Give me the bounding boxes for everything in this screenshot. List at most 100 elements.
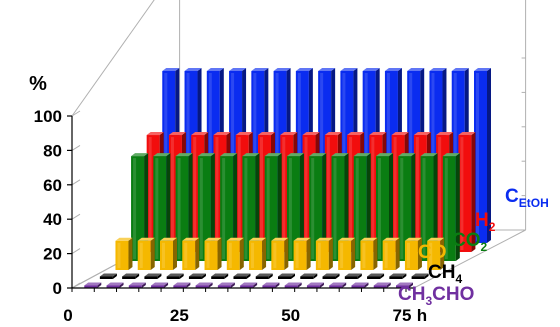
bar-top xyxy=(436,132,454,136)
bar-top xyxy=(233,273,251,277)
bar-side xyxy=(277,153,282,261)
series-2 xyxy=(131,153,460,261)
bar xyxy=(204,237,222,270)
bar xyxy=(84,282,102,288)
bar xyxy=(226,237,244,270)
bar-top xyxy=(160,237,177,241)
bar xyxy=(195,282,213,288)
bar-side xyxy=(364,282,369,288)
bar xyxy=(131,153,149,261)
bar-highlight xyxy=(139,242,143,268)
bar-top xyxy=(235,132,253,136)
bar-front xyxy=(396,285,409,288)
bar xyxy=(293,237,311,270)
bar-side xyxy=(366,153,371,261)
bar xyxy=(396,282,413,288)
x-axis-title: h xyxy=(417,306,427,325)
bar-highlight xyxy=(304,137,308,250)
bar-top xyxy=(340,68,358,71)
bar-top xyxy=(398,153,416,157)
bar-front xyxy=(188,276,202,279)
y-tick-label: 60 xyxy=(43,176,62,195)
bar-side xyxy=(284,237,289,270)
bar-side xyxy=(112,273,117,279)
bar-side xyxy=(268,273,273,279)
bar-side xyxy=(487,68,491,243)
bar-side xyxy=(188,153,193,261)
bar-side xyxy=(344,153,349,261)
bar-highlight xyxy=(148,137,152,250)
bar-top xyxy=(162,68,180,71)
bar-side xyxy=(217,237,222,270)
bar xyxy=(255,273,273,279)
bar xyxy=(175,153,193,261)
bar-side xyxy=(135,273,140,279)
bar-top xyxy=(384,68,402,71)
x-tick-label: 0 xyxy=(63,306,72,325)
bar-side xyxy=(433,153,438,261)
bar-front xyxy=(344,276,358,279)
bar-front xyxy=(240,285,254,288)
bar-front xyxy=(151,285,165,288)
bar-side xyxy=(97,282,102,288)
bar xyxy=(242,153,260,261)
bar xyxy=(197,153,215,261)
bar-top xyxy=(391,132,409,136)
bar xyxy=(373,282,391,288)
bar-side xyxy=(179,273,184,279)
bar-highlight xyxy=(288,158,292,259)
bar-top xyxy=(286,153,304,157)
bar-side xyxy=(186,282,191,288)
bar-side xyxy=(386,282,391,288)
bar-side xyxy=(150,237,155,270)
bar-side xyxy=(335,273,340,279)
bar-top xyxy=(204,237,222,241)
bar-top xyxy=(188,273,206,277)
bar-side xyxy=(291,273,295,279)
bar-top xyxy=(373,282,391,286)
bar-side xyxy=(141,282,146,288)
bar xyxy=(286,153,304,261)
bar-top xyxy=(451,68,469,71)
bar-top xyxy=(351,282,369,286)
bar xyxy=(376,153,393,261)
bar xyxy=(322,273,340,279)
bar xyxy=(353,153,371,261)
bar-front xyxy=(278,276,291,279)
bar-top xyxy=(251,68,269,71)
bar-highlight xyxy=(340,242,344,268)
bar-highlight xyxy=(184,242,188,268)
bar-side xyxy=(201,273,206,279)
bar-front xyxy=(204,240,218,270)
bar-side xyxy=(128,237,133,270)
bar-highlight xyxy=(326,137,330,250)
bar-top xyxy=(184,68,202,71)
bar-highlight xyxy=(155,158,159,259)
bar-highlight xyxy=(222,158,226,259)
bar-highlight xyxy=(273,242,277,268)
bar xyxy=(217,282,235,288)
bar xyxy=(306,282,324,288)
bar-highlight xyxy=(295,242,299,268)
bar xyxy=(128,282,146,288)
bar-top xyxy=(122,273,140,277)
left-wall-tick xyxy=(71,179,81,186)
bar-top xyxy=(295,68,313,71)
bar xyxy=(398,153,416,261)
legend-label: H2 xyxy=(475,210,496,234)
bar-top xyxy=(166,273,184,277)
chart-axes xyxy=(67,115,414,292)
bar-front xyxy=(389,276,403,279)
bar-top xyxy=(144,273,162,277)
series-3 xyxy=(115,237,445,270)
bar-top xyxy=(229,68,247,71)
bar-top xyxy=(197,153,215,157)
bar-top xyxy=(315,237,333,241)
bar xyxy=(262,282,280,288)
bar xyxy=(160,237,177,270)
bar-top xyxy=(284,282,302,286)
bar-top xyxy=(242,153,260,157)
bar-side xyxy=(166,153,171,261)
bar xyxy=(233,273,251,279)
